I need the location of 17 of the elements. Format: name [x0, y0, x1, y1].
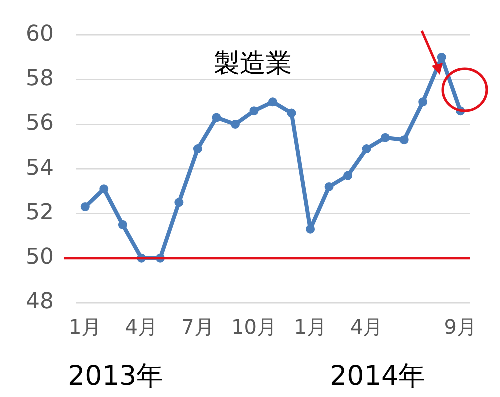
x-tick-label: 4月: [350, 315, 384, 340]
y-tick-label: 52: [26, 200, 54, 226]
y-tick-label: 50: [26, 245, 54, 270]
y-tick-label: 60: [26, 22, 54, 47]
y-tick-label: 58: [26, 66, 54, 92]
text: 製造業: [214, 48, 292, 79]
y-tick-label: 54: [26, 156, 54, 181]
y-tick-label: 56: [26, 111, 54, 136]
text: 2013年: [68, 360, 164, 394]
x-tick-label: 1月: [294, 315, 327, 340]
x-tick-label: 7月: [182, 315, 214, 340]
x-tick-label: 4月: [125, 315, 158, 340]
x-tick-label: 9月: [444, 315, 477, 340]
text: 2014年: [330, 360, 426, 394]
y-tick-label: 48: [26, 290, 54, 315]
x-tick-label: 10月: [232, 315, 277, 340]
x-tick-label: 1月: [69, 315, 102, 340]
